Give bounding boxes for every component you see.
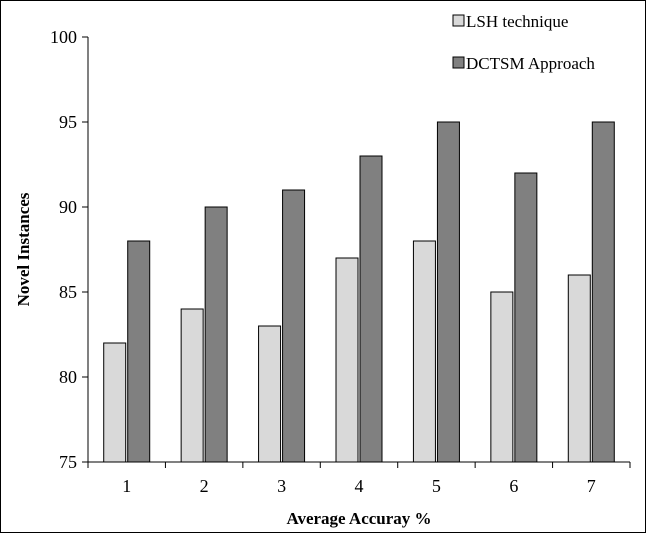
y-tick-label: 100 (50, 27, 77, 47)
bar-lsh (103, 342, 127, 463)
x-axis-title: Average Accuray % (286, 509, 431, 528)
y-axis-ticks: 75 80 85 90 95 100 (50, 27, 88, 472)
legend-label-lsh: LSH technique (466, 12, 568, 31)
legend-swatch-lsh (452, 14, 465, 27)
y-axis-title: Novel Instances (14, 192, 33, 306)
y-tick-label: 95 (59, 112, 77, 132)
bar-dctsm (359, 155, 383, 463)
bar-lsh (490, 291, 514, 463)
bar-lsh (335, 257, 359, 463)
bar-dctsm (282, 189, 306, 463)
x-tick-label: 4 (355, 476, 364, 496)
bar-lsh (180, 308, 204, 463)
y-tick-label: 85 (59, 282, 77, 302)
bar-lsh (258, 325, 282, 463)
bars (103, 121, 615, 463)
bar-dctsm (514, 172, 538, 463)
bar-dctsm (591, 121, 615, 463)
bar-dctsm (436, 121, 460, 463)
x-tick-label: 7 (587, 476, 596, 496)
x-axis-ticks: 1 2 3 4 5 6 7 (87, 462, 631, 496)
bar-lsh (412, 240, 436, 463)
x-tick-label: 1 (122, 476, 131, 496)
y-tick-label: 75 (59, 452, 77, 472)
bar-lsh (567, 274, 591, 463)
x-tick-label: 5 (432, 476, 441, 496)
x-tick-label: 3 (277, 476, 286, 496)
y-tick-label: 80 (59, 367, 77, 387)
bar-dctsm (204, 206, 228, 463)
legend-label-dctsm: DCTSM Approach (466, 54, 595, 73)
legend-swatch-dctsm (452, 56, 465, 69)
x-tick-label: 2 (200, 476, 209, 496)
legend: LSH technique DCTSM Approach (452, 12, 595, 73)
y-tick-label: 90 (59, 197, 77, 217)
bar-dctsm (127, 240, 151, 463)
x-tick-label: 6 (509, 476, 518, 496)
